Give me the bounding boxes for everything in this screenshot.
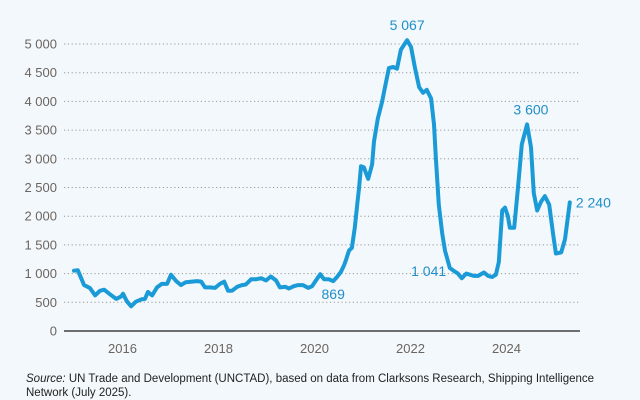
x-axis-ticks: 2016 2018 2020 2022 2024: [108, 341, 521, 356]
data-label: 2 240: [576, 194, 611, 210]
x-tick-label: 2024: [492, 341, 521, 356]
data-label: 5 067: [390, 17, 425, 33]
x-tick-label: 2020: [300, 341, 329, 356]
data-points: [73, 40, 570, 307]
y-axis-ticks: 0 500 1 000 1 500 2 000 2 500 3 000 3 500 4 000 4…: [24, 37, 57, 339]
series-line: [72, 38, 572, 309]
y-tick-label: 4 000: [24, 94, 57, 109]
y-tick-label: 2 000: [24, 209, 57, 224]
x-tick-label: 2018: [204, 341, 233, 356]
y-tick-label: 500: [35, 295, 57, 310]
y-tick-label: 2 500: [24, 180, 57, 195]
data-label: 3 600: [513, 101, 548, 117]
y-tick-label: 4 500: [24, 65, 57, 80]
data-label: 869: [322, 286, 346, 302]
y-tick-label: 0: [50, 324, 57, 339]
source-note: Source: UN Trade and Development (UNCTAD…: [26, 372, 626, 400]
source-text: UN Trade and Development (UNCTAD), based…: [26, 373, 595, 399]
annotations: 869 5 067 1 041 3 600 2 240: [322, 17, 612, 302]
x-tick-label: 2022: [396, 341, 425, 356]
y-tick-label: 1 000: [24, 266, 57, 281]
y-tick-label: 5 000: [24, 37, 57, 52]
y-tick-label: 3 500: [24, 123, 57, 138]
source-label: Source:: [26, 373, 66, 385]
y-tick-label: 1 500: [24, 237, 57, 252]
gridlines: [64, 43, 580, 303]
data-label: 1 041: [411, 263, 446, 279]
y-tick-label: 3 000: [24, 151, 57, 166]
x-tick-label: 2016: [108, 341, 137, 356]
